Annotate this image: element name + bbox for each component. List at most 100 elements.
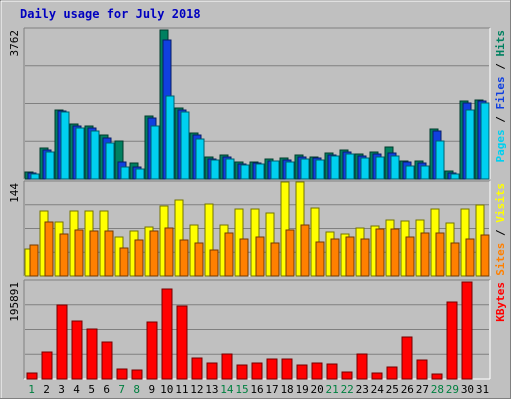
bar-pages-day-11 [180,111,190,180]
bar-sites-day-14 [224,232,234,277]
bar-pages-day-25 [390,155,400,180]
x-tick-label: 3 [58,383,65,396]
x-tick-label: 19 [295,383,308,396]
bar-kbytes-day-20 [311,362,323,380]
x-tick-label: 1 [28,383,35,396]
chart-title: Daily usage for July 2018 [20,7,201,21]
bar-sites-day-28 [435,232,445,277]
bar-pages-day-23 [360,157,370,180]
bar-visits-day-18 [280,181,290,277]
y-max-label-mid: 144 [8,183,21,203]
bar-kbytes-day-27 [416,359,428,380]
bar-pages-day-21 [330,155,340,180]
bar-sites-day-25 [390,228,400,277]
bar-kbytes-day-1 [26,372,38,380]
legend-bot: KBytes [494,282,507,322]
bar-sites-day-15 [239,238,249,277]
panel-top: 3762 Pages / Files / Hits [8,27,507,180]
x-tick-label: 27 [416,383,429,396]
x-tick-label: 25 [386,383,399,396]
legend-entry: / [494,57,507,77]
legend-mid: Sites / Visits [494,183,507,276]
bar-pages-day-2 [45,151,55,180]
bar-pages-day-16 [255,163,265,180]
bar-sites-day-27 [420,232,430,277]
legend-entry: Files [494,76,507,109]
bar-sites-day-21 [330,238,340,277]
x-tick-label: 2 [43,383,50,396]
legend-entry: KBytes [494,282,507,322]
bar-kbytes-day-19 [296,364,308,380]
bar-pages-day-28 [435,140,445,180]
x-tick-label: 24 [371,383,385,396]
panel-mid: 144 Sites / Visits [8,180,507,277]
legend-entry: Visits [494,183,507,223]
bar-sites-day-22 [345,236,355,277]
x-axis: 1 2 3 4 5 6 7 8 9 10 11 12 13 14 15 16 17 18 19 20 21 22 23 24 2… [28,383,489,396]
legend-entry: / [494,110,507,130]
bar-kbytes-day-10 [161,288,173,380]
bar-sites-day-24 [375,228,385,277]
bar-kbytes-day-6 [101,341,113,380]
bar-visits-day-11 [174,199,184,277]
bar-sites-day-6 [104,230,114,277]
bar-kbytes-day-30 [461,281,473,380]
bar-kbytes-day-28 [431,373,443,380]
bar-sites-day-7 [119,247,129,277]
bar-kbytes-day-5 [86,328,98,380]
bar-kbytes-day-14 [221,353,233,380]
bar-pages-day-27 [420,165,430,180]
bar-pages-day-30 [465,109,475,180]
bar-sites-day-3 [59,233,69,277]
bar-sites-day-11 [179,239,189,277]
x-tick-label: 12 [190,383,203,396]
bar-pages-day-17 [270,160,280,180]
x-tick-label: 11 [175,383,188,396]
bar-kbytes-day-15 [236,364,248,380]
bar-sites-day-18 [285,229,295,277]
bar-kbytes-day-29 [446,301,458,380]
x-tick-label: 18 [280,383,293,396]
x-tick-label: 5 [88,383,95,396]
bar-pages-day-29 [450,173,460,180]
x-tick-label: 10 [160,383,173,396]
bar-pages-day-22 [345,153,355,180]
bar-sites-day-4 [74,229,84,277]
bar-sites-day-8 [134,239,144,277]
bar-kbytes-day-2 [41,351,53,380]
bar-kbytes-day-11 [176,305,188,380]
bar-pages-day-24 [375,156,385,180]
bar-kbytes-day-22 [341,371,353,380]
bar-sites-day-5 [89,230,99,277]
bar-pages-day-13 [210,159,220,180]
bar-sites-day-29 [450,242,460,277]
legend-entry: / [494,223,507,243]
bar-pages-day-4 [75,127,85,180]
x-tick-label: 28 [431,383,444,396]
x-tick-label: 31 [476,383,489,396]
x-tick-label: 13 [205,383,218,396]
bar-pages-day-1 [30,173,40,180]
bar-pages-day-5 [90,130,100,180]
bar-sites-day-13 [209,249,219,277]
bar-kbytes-day-8 [131,369,143,380]
bar-kbytes-day-21 [326,363,338,380]
bar-sites-day-12 [194,242,204,277]
y-max-label-top: 3762 [8,30,21,57]
bar-pages-day-14 [225,158,235,180]
x-tick-label: 21 [326,383,339,396]
x-tick-label: 17 [265,383,278,396]
bar-sites-day-30 [465,238,475,277]
bar-pages-day-19 [300,158,310,180]
bar-pages-day-31 [480,102,490,180]
bar-kbytes-day-3 [56,304,68,380]
x-tick-label: 16 [250,383,263,396]
bar-sites-day-19 [300,224,310,277]
x-tick-label: 7 [118,383,125,396]
bar-pages-day-10 [165,95,175,180]
bar-kbytes-day-23 [356,353,368,380]
x-tick-label: 29 [446,383,459,396]
chart-panels: 3762 Pages / Files / Hits 144 Sites / Visit… [8,27,507,380]
bar-kbytes-day-17 [266,358,278,380]
